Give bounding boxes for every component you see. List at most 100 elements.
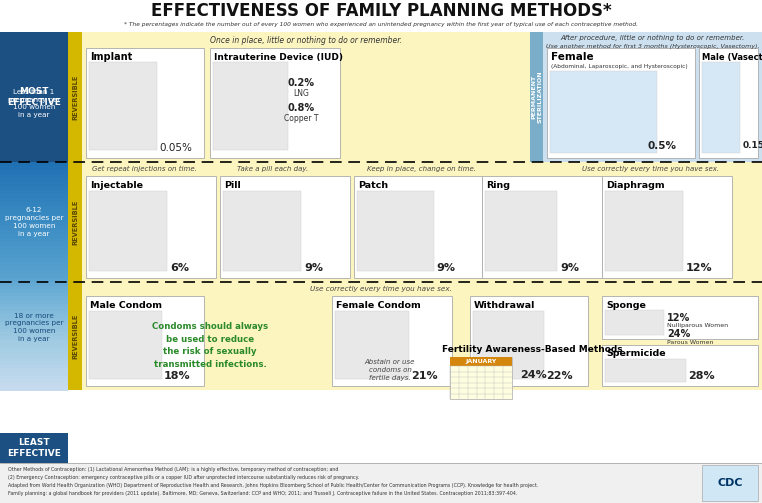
Bar [0, 166, 68, 171]
Bar [86, 48, 204, 158]
Bar [0, 347, 68, 351]
Bar [0, 336, 68, 340]
Text: (2) Emergency Contraception: emergency contraceptive pills or a copper IUD after: (2) Emergency Contraception: emergency c… [8, 474, 359, 479]
Text: Intrauterine Device (IUD): Intrauterine Device (IUD) [214, 52, 343, 61]
Bar [0, 433, 68, 463]
Text: 0.05%: 0.05% [159, 143, 192, 153]
Bar [0, 282, 68, 286]
Text: Female: Female [551, 52, 594, 62]
Text: 9%: 9% [304, 263, 323, 273]
Bar [223, 191, 301, 271]
Text: 18%: 18% [164, 371, 190, 381]
Text: Less than 1
pregnancy per
100 women
in a year: Less than 1 pregnancy per 100 women in a… [8, 89, 60, 118]
Bar [0, 307, 68, 311]
Bar [482, 176, 602, 278]
Bar [335, 311, 409, 379]
Text: Patch: Patch [358, 181, 388, 190]
Bar [0, 194, 68, 199]
Text: Once in place, little or nothing to do or remember.: Once in place, little or nothing to do o… [210, 36, 402, 44]
Text: Copper T: Copper T [283, 114, 319, 123]
Bar [0, 332, 68, 337]
Bar [0, 318, 68, 322]
Bar [0, 361, 68, 365]
Text: JANUARY: JANUARY [466, 359, 497, 364]
Text: Family planning: a global handbook for providers (2011 update). Baltimore, MD; G: Family planning: a global handbook for p… [8, 490, 517, 495]
Bar [0, 254, 68, 259]
Text: Fertility Awareness-Based Methods: Fertility Awareness-Based Methods [442, 346, 623, 355]
Bar [473, 311, 544, 379]
Bar [547, 48, 695, 158]
Text: 6-12
pregnancies per
100 women
in a year: 6-12 pregnancies per 100 women in a year [5, 207, 63, 236]
Text: 0.15%: 0.15% [742, 141, 762, 150]
Text: Ring: Ring [486, 181, 510, 190]
Bar [0, 300, 68, 304]
Bar [0, 270, 68, 275]
Bar [0, 162, 68, 166]
Text: 12%: 12% [668, 313, 690, 323]
Text: EFFECTIVENESS OF FAMILY PLANNING METHODS*: EFFECTIVENESS OF FAMILY PLANNING METHODS… [151, 2, 611, 20]
Bar [0, 343, 68, 347]
Bar [68, 282, 82, 390]
Text: REVERSIBLE: REVERSIBLE [72, 74, 78, 120]
Bar [0, 368, 68, 373]
Text: Take a pill each day.: Take a pill each day. [237, 166, 309, 172]
Bar [86, 296, 204, 386]
Bar [0, 170, 68, 175]
Bar [0, 379, 68, 383]
Bar [213, 62, 288, 150]
Text: 0.8%: 0.8% [287, 103, 315, 113]
Bar [357, 191, 434, 271]
Text: LEAST
EFFECTIVE: LEAST EFFECTIVE [7, 438, 61, 458]
Bar [82, 282, 762, 390]
Bar [0, 182, 68, 187]
Bar [702, 465, 758, 501]
Text: Keep in place, change on time.: Keep in place, change on time. [367, 166, 476, 172]
Bar [0, 383, 68, 387]
Bar [0, 325, 68, 329]
Text: REVERSIBLE: REVERSIBLE [72, 199, 78, 244]
Bar [0, 354, 68, 358]
Bar [89, 191, 167, 271]
Text: 24%: 24% [520, 370, 547, 380]
Bar [0, 304, 68, 308]
Text: Pill: Pill [224, 181, 241, 190]
Text: Parous Women: Parous Women [668, 340, 714, 345]
Bar [0, 186, 68, 191]
Bar [89, 311, 162, 379]
Bar [82, 162, 762, 282]
Bar [210, 48, 340, 158]
Bar [0, 289, 68, 293]
Bar [0, 178, 68, 183]
Text: 6%: 6% [170, 263, 189, 273]
Bar [0, 293, 68, 297]
Bar [0, 386, 68, 390]
Text: 22%: 22% [546, 371, 572, 381]
Bar [0, 358, 68, 362]
Text: 9%: 9% [560, 263, 579, 273]
Text: * The percentages indicate the number out of every 100 women who experienced an : * The percentages indicate the number ou… [124, 22, 638, 27]
Bar [0, 463, 762, 503]
Text: (Abdominal, Laparoscopic, and Hysteroscopic): (Abdominal, Laparoscopic, and Hysterosco… [551, 63, 688, 68]
Text: Use another method for first 3 months (Hysteroscopic, Vasectomy).: Use another method for first 3 months (H… [546, 43, 759, 48]
Text: Other Methods of Contraception: (1) Lactational Amenorrhea Method (LAM): is a hi: Other Methods of Contraception: (1) Lact… [8, 466, 338, 471]
Bar [0, 250, 68, 255]
Bar [332, 296, 452, 386]
Text: Condoms should always
be used to reduce
the risk of sexually
transmitted infecti: Condoms should always be used to reduce … [152, 322, 268, 369]
Bar [0, 226, 68, 230]
Bar [0, 372, 68, 376]
Bar [0, 246, 68, 250]
Bar [0, 210, 68, 214]
Bar [0, 296, 68, 300]
Bar [0, 206, 68, 210]
Bar [0, 218, 68, 222]
Bar [0, 278, 68, 283]
Bar [0, 365, 68, 369]
Bar [450, 357, 512, 399]
Bar [605, 191, 683, 271]
Text: MOST
EFFECTIVE: MOST EFFECTIVE [7, 87, 61, 107]
Text: Adapted from World Health Organization (WHO) Department of Reproductive Health a: Adapted from World Health Organization (… [8, 482, 539, 487]
Bar [605, 359, 686, 382]
Bar [0, 311, 68, 315]
Bar [0, 329, 68, 333]
Bar [0, 376, 68, 380]
